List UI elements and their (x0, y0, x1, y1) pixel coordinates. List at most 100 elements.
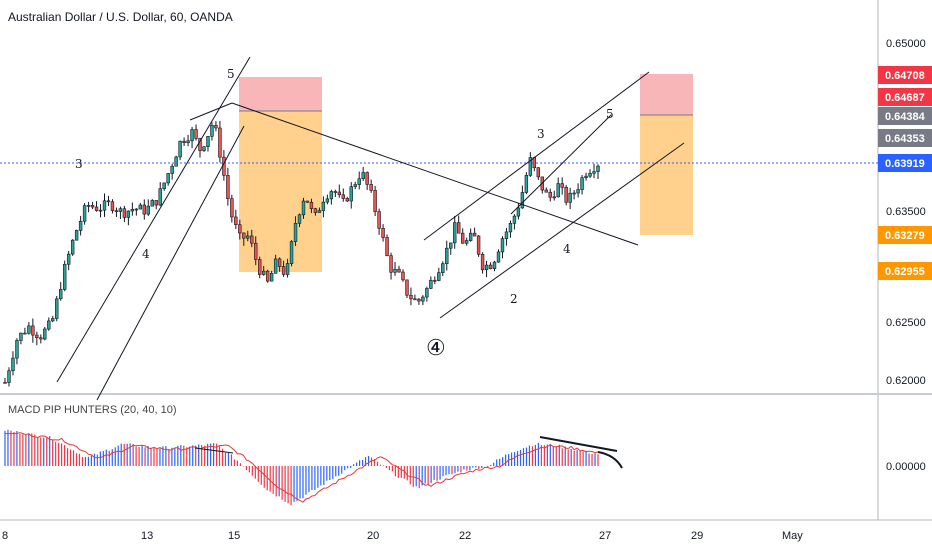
candle-body (15, 340, 19, 359)
candle-body (460, 232, 465, 244)
candle-body (365, 172, 369, 185)
trendline-impulse-lower[interactable] (96, 125, 245, 401)
candle-body (198, 138, 202, 151)
candle-body (560, 183, 564, 188)
candle-body (488, 264, 493, 269)
candle-body (464, 240, 469, 244)
candle-body (389, 255, 393, 273)
candle-body (508, 223, 513, 233)
price-axis-background (878, 0, 932, 520)
candle-body (122, 208, 127, 218)
candle-body (218, 127, 222, 158)
macd-divergence-line-2[interactable] (539, 436, 618, 452)
candle-body (246, 235, 250, 239)
candle-body (118, 208, 123, 212)
candle-body (190, 129, 194, 142)
wave-label-3-right: 3 (537, 127, 545, 141)
candle-body (102, 200, 107, 211)
candle-body (269, 272, 274, 282)
candle-body (214, 124, 218, 129)
candle-body (242, 232, 246, 239)
candle-body (146, 205, 150, 215)
wave-label-4-left: 4 (142, 247, 150, 261)
candle-body (568, 192, 572, 203)
candle-body (401, 271, 405, 281)
position-1-stop-zone[interactable] (239, 77, 322, 111)
candle-body (51, 318, 55, 322)
position-2-stop-zone[interactable] (640, 74, 693, 115)
candle-body (512, 215, 517, 224)
price-tag-0.64687 (878, 88, 932, 106)
candle-body (425, 288, 429, 298)
candle-body (548, 191, 552, 198)
price-tag-0.63279-label: 0.63279 (885, 230, 925, 242)
candle-body (325, 198, 330, 203)
candle-body (162, 182, 166, 189)
candle-body (556, 183, 560, 198)
candle-body (588, 172, 592, 177)
candle-body (114, 210, 119, 212)
y-tick-0.63500: 0.63500 (886, 206, 926, 218)
wave-label-circled-4: ④ (426, 336, 446, 361)
candle-body (313, 208, 318, 213)
position-2-target-zone[interactable] (640, 115, 693, 235)
candle-body (552, 196, 556, 199)
candle-body (385, 237, 389, 256)
x-tick-may: May (782, 530, 803, 542)
candle-body (206, 136, 210, 148)
channel-upper-line[interactable] (423, 71, 650, 241)
candle-body (277, 258, 282, 267)
x-tick-27: 27 (599, 530, 611, 542)
wave-label-4-right: 4 (563, 242, 571, 256)
price-tag-0.63279 (878, 226, 932, 244)
x-tick-15: 15 (228, 530, 240, 542)
candle-body (349, 186, 353, 202)
x-tick-20: 20 (367, 530, 379, 542)
candle-body (536, 167, 541, 178)
candle-body (457, 222, 461, 234)
trendline-impulse-upper[interactable] (56, 56, 251, 383)
macd-histogram-layer (4, 429, 599, 506)
price-tag-0.62955-label: 0.62955 (885, 266, 925, 278)
candle-body (516, 207, 521, 217)
candle-body (476, 235, 481, 255)
channel-mid-line[interactable] (510, 114, 612, 215)
candle-body (369, 184, 373, 191)
candle-body (289, 241, 294, 264)
candle-body (329, 191, 334, 200)
candle-body (194, 129, 198, 139)
candle-body (19, 332, 23, 341)
candle-body (301, 200, 306, 216)
candle-body (393, 268, 397, 273)
candle-body (397, 268, 401, 273)
candle-body (544, 189, 548, 193)
trendline-5-cap[interactable] (189, 102, 233, 121)
position-1-target-zone[interactable] (239, 111, 322, 272)
candle-body (357, 178, 361, 185)
candle-body (317, 210, 322, 213)
candle-body (230, 198, 234, 218)
candle-body (421, 296, 425, 302)
candle-body (59, 289, 63, 300)
candle-body (11, 357, 15, 372)
price-tag-0.63919-label: 0.63919 (885, 158, 925, 170)
macd-curve[interactable] (597, 451, 623, 469)
channel-lower-line[interactable] (439, 142, 685, 319)
candle-body (309, 202, 314, 209)
trendlines[interactable] (56, 56, 685, 469)
candle-body (345, 198, 349, 202)
candle-body (238, 224, 242, 234)
candle-body (449, 242, 453, 249)
candle-body (126, 210, 131, 218)
candle-body (405, 279, 409, 296)
trendline-descending[interactable] (231, 102, 639, 246)
candle-body (43, 328, 47, 340)
candle-body (3, 382, 7, 384)
candle-body (106, 200, 111, 203)
x-tick-22: 22 (459, 530, 471, 542)
candle-body (66, 253, 71, 265)
macd-divergence-line-1[interactable] (194, 447, 234, 454)
price-tag-0.63919 (878, 154, 932, 172)
candle-body (110, 201, 115, 211)
candle-body (413, 298, 417, 301)
